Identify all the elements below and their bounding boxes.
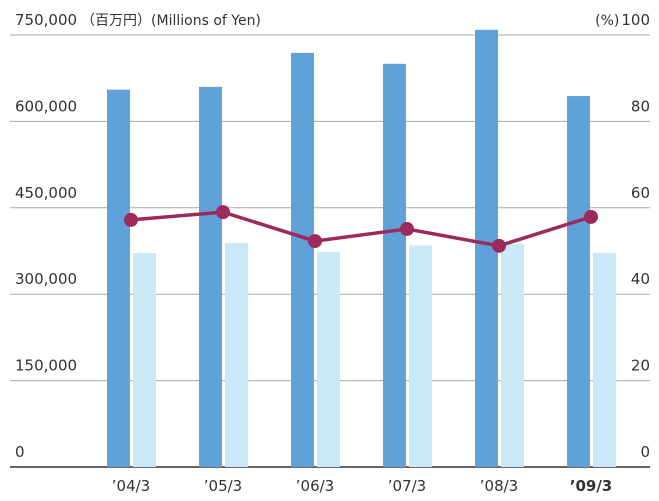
y-tick-label: 600,000 [15,97,77,115]
y2-tick-label: 60 [631,184,650,202]
x-tick-label: ’05/3 [204,477,242,495]
bar [107,89,130,467]
y-tick-label: 450,000 [15,184,77,202]
bar [501,244,524,467]
x-tick-label: ’06/3 [296,477,334,495]
line-point [400,221,414,236]
bar [133,253,156,467]
y2-tick-label: 40 [631,270,650,288]
line [130,210,592,248]
y2-tick-label: 100 [621,11,650,29]
line-point [124,212,138,227]
y-axis-label: （百万円）(Millions of Yen) [81,13,261,29]
y-tick-label: 0 [15,443,25,461]
bar [199,86,222,467]
line-point [492,238,506,253]
bar [225,242,248,467]
y-tick-label: 150,000 [15,357,77,375]
x-tick-label: ’07/3 [388,477,426,495]
x-tick-label: ’08/3 [480,477,518,495]
y2-tick-label: 0 [640,443,650,461]
y2-tick-label: 80 [631,97,650,115]
y-tick-label: 300,000 [15,270,77,288]
line-point [584,209,598,224]
line-point [308,234,322,249]
line-point [216,205,230,220]
bar [475,29,498,467]
y-tick-label: 750,000 [15,11,77,29]
bar [567,96,590,467]
y2-tick-label: 20 [631,357,650,375]
bar [593,253,616,467]
x-tick-label: ’04/3 [112,477,150,495]
x-tick-label: ’09/3 [570,477,613,495]
y2-axis-label: (%) [595,13,619,29]
bar [291,52,314,468]
bar [383,63,406,468]
bar [317,252,340,467]
bar [409,245,432,467]
